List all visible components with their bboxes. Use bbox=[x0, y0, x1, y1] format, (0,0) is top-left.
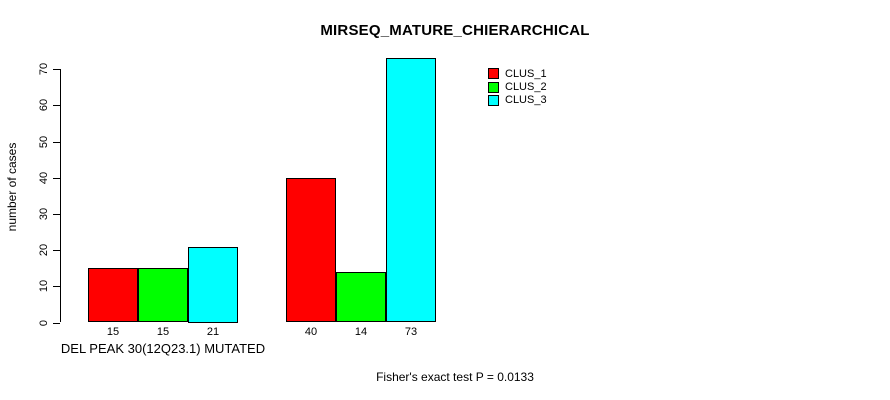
y-tick bbox=[53, 322, 60, 324]
bar-value-label: 15 bbox=[156, 326, 170, 338]
y-tick bbox=[53, 250, 60, 252]
y-axis-line bbox=[60, 69, 61, 323]
legend-swatch-clus_3 bbox=[488, 94, 499, 106]
bar-value-label: 14 bbox=[354, 326, 368, 338]
bar-value-label: 15 bbox=[106, 326, 120, 338]
y-tick-label: 50 bbox=[38, 135, 50, 148]
legend-item: CLUS_1 bbox=[488, 67, 547, 80]
y-tick-label: 20 bbox=[38, 243, 50, 257]
legend-label: CLUS_3 bbox=[505, 94, 547, 107]
y-tick-label: 40 bbox=[38, 171, 50, 184]
bar-clus_3-group1 bbox=[188, 246, 238, 323]
y-tick bbox=[53, 141, 60, 143]
legend-label: CLUS_2 bbox=[505, 81, 547, 94]
y-tick-label: 30 bbox=[38, 207, 50, 221]
legend-swatch-clus_2 bbox=[488, 81, 499, 93]
legend-label: CLUS_1 bbox=[505, 67, 547, 80]
bar-clus_2-group2 bbox=[336, 271, 386, 323]
y-tick bbox=[53, 213, 60, 215]
y-tick-label: 70 bbox=[38, 63, 50, 76]
y-axis-title: number of cases bbox=[5, 142, 19, 232]
legend-item: CLUS_3 bbox=[488, 94, 547, 107]
bar-clus_3-group2 bbox=[386, 58, 436, 323]
y-tick bbox=[53, 105, 60, 107]
bar-value-label: 40 bbox=[304, 326, 318, 338]
bar-clus_1-group2 bbox=[286, 177, 336, 323]
y-tick bbox=[53, 69, 60, 71]
chart-title: MIRSEQ_MATURE_CHIERARCHICAL bbox=[320, 22, 590, 39]
annotation-text: Fisher's exact test P = 0.0133 bbox=[376, 370, 534, 384]
legend: CLUS_1 CLUS_2 CLUS_3 bbox=[488, 67, 547, 107]
bar-clus_2-group1 bbox=[138, 268, 188, 323]
bar-value-label: 73 bbox=[404, 326, 418, 338]
y-tick-label: 0 bbox=[38, 319, 50, 326]
y-tick bbox=[53, 177, 60, 179]
y-tick-label: 60 bbox=[38, 99, 50, 112]
y-tick-label: 10 bbox=[38, 280, 50, 293]
legend-swatch-clus_1 bbox=[488, 68, 499, 80]
x-group-label: DEL PEAK 30(12Q23.1) MUTATED bbox=[60, 341, 266, 356]
bar-value-label: 21 bbox=[206, 326, 220, 338]
bar-clus_1-group1 bbox=[88, 268, 138, 323]
legend-item: CLUS_2 bbox=[488, 80, 547, 93]
y-tick bbox=[53, 286, 60, 288]
